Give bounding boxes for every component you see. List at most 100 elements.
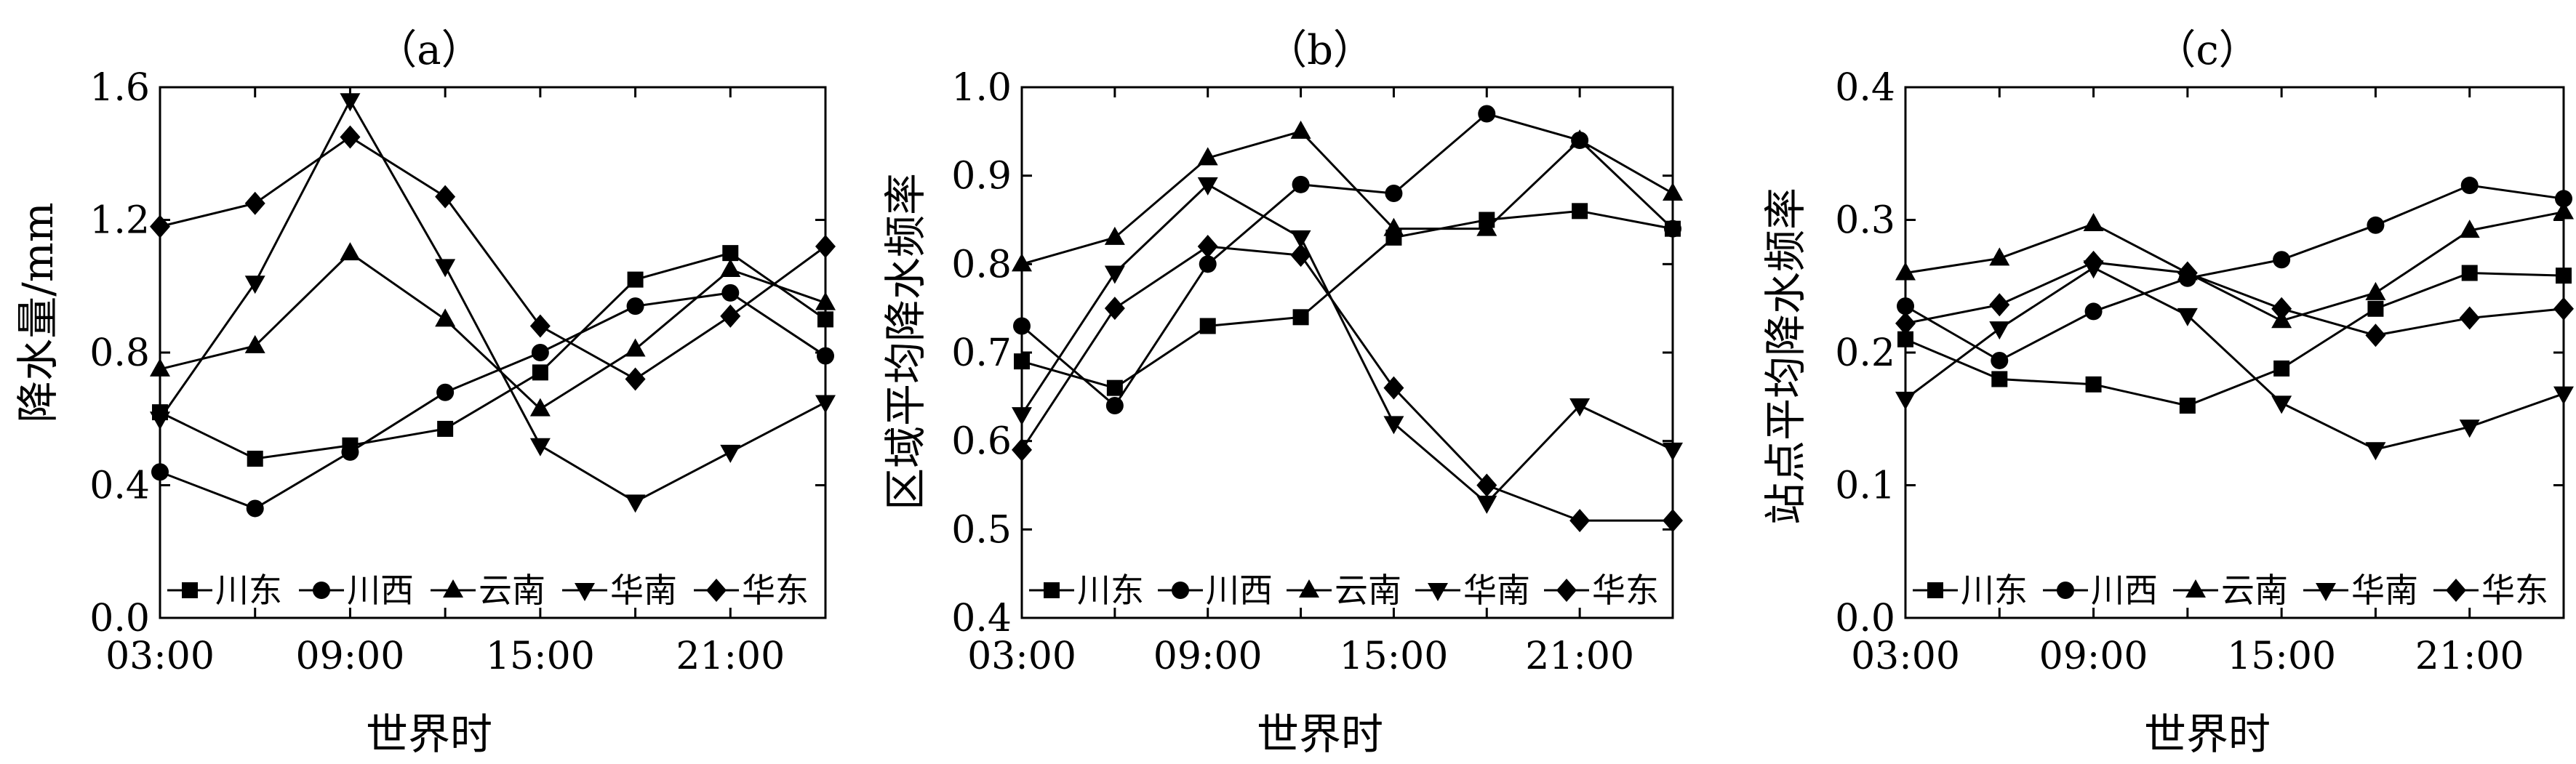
data-point — [625, 494, 646, 513]
data-point — [2273, 360, 2290, 377]
data-point — [1290, 244, 1311, 268]
legend-marker — [313, 582, 330, 599]
legend-label: 云南 — [2221, 571, 2288, 610]
data-point — [2084, 302, 2103, 321]
data-point — [1199, 318, 1216, 334]
x-tick-label-b: 03:00 — [967, 635, 1076, 678]
data-point — [2459, 419, 2480, 438]
y-tick-label-b: 0.5 — [951, 508, 1012, 552]
data-point — [1569, 129, 1591, 148]
series-a-1 — [151, 284, 834, 518]
legend-marker — [1299, 579, 1319, 598]
data-point — [150, 411, 170, 430]
data-point — [1104, 297, 1125, 321]
y-tick-label-b: 0.8 — [951, 243, 1012, 286]
panel-title-b: （b） — [1266, 27, 1374, 74]
series-line — [1905, 266, 2564, 451]
data-point — [817, 311, 833, 328]
data-point — [2461, 265, 2478, 281]
panel-title-a: （a） — [376, 27, 481, 74]
legend-label: 华东 — [1592, 571, 1659, 610]
data-point — [815, 395, 836, 414]
legend-label: 川东 — [1961, 571, 2028, 610]
x-tick-label-c: 21:00 — [2415, 635, 2524, 678]
data-point — [2367, 216, 2385, 234]
legend-label: 云南 — [1335, 571, 1401, 610]
data-point — [435, 308, 456, 327]
data-point — [2459, 306, 2480, 330]
data-point — [435, 185, 456, 209]
x-tick-label-c: 03:00 — [1851, 635, 1960, 678]
x-tick-label-a: 21:00 — [676, 635, 785, 678]
series-line — [159, 252, 826, 411]
data-point — [2271, 297, 2292, 321]
legend-marker — [575, 583, 595, 601]
data-point — [1897, 331, 1913, 347]
data-point — [1013, 317, 1031, 335]
x-tick-label-a: 09:00 — [295, 635, 404, 678]
data-point — [2083, 212, 2104, 231]
data-point — [1383, 376, 1404, 400]
data-point — [1895, 262, 1916, 281]
data-point — [1104, 226, 1125, 245]
data-point — [2273, 251, 2291, 269]
y-tick-label-b: 0.7 — [951, 331, 1012, 375]
data-point — [1895, 391, 1916, 410]
data-point — [2555, 190, 2572, 208]
data-point — [1989, 247, 2010, 266]
data-point — [437, 420, 454, 437]
series-line — [159, 135, 826, 381]
data-point — [2365, 323, 2386, 347]
legend-label: 云南 — [479, 571, 545, 610]
panel-title-c: （c） — [2155, 27, 2259, 74]
data-point — [1292, 175, 1310, 193]
y-axis-title-b: 区域平均降水频率 — [881, 173, 930, 510]
legend-a: 川东 川西 云南 华南 华东 — [167, 571, 809, 610]
y-tick-label-c: 0.2 — [1835, 331, 1895, 375]
legend-marker — [2446, 579, 2466, 602]
legend-marker — [2185, 579, 2206, 598]
data-point — [1569, 398, 1591, 417]
data-point — [340, 125, 361, 149]
data-point — [1385, 185, 1403, 202]
series-line — [1020, 245, 1673, 522]
data-point — [626, 297, 644, 315]
data-point — [627, 271, 644, 288]
data-point — [340, 93, 361, 112]
data-point — [150, 214, 170, 238]
legend-label: 华南 — [610, 571, 677, 610]
legend-label: 川西 — [1206, 571, 1273, 610]
series-line — [1020, 182, 1673, 504]
data-point — [1197, 177, 1218, 196]
y-tick-label-a: 0.8 — [89, 331, 150, 375]
y-tick-label-c: 0.3 — [1835, 199, 1895, 243]
data-point — [247, 451, 263, 467]
data-point — [244, 334, 265, 353]
series-line — [159, 252, 826, 460]
data-point — [2085, 376, 2102, 393]
data-point — [1991, 351, 2009, 369]
legend-label: 华东 — [2481, 571, 2548, 610]
data-point — [2365, 281, 2386, 300]
data-point — [341, 443, 359, 461]
data-point — [815, 235, 836, 258]
x-axis-title-c: 世界时 — [2144, 709, 2271, 759]
data-point — [2553, 201, 2574, 220]
legend-marker — [443, 579, 463, 598]
data-point — [2553, 386, 2574, 405]
data-point — [529, 314, 551, 338]
data-point — [1991, 371, 2008, 387]
legend-label: 华南 — [2351, 571, 2418, 610]
legend-marker — [1428, 583, 1448, 601]
series-c-0 — [1897, 265, 2572, 414]
plot-area-a: 0.0 0.4 0.8 1.2 1.6 03:00 09:00 15:00 21:00 川东 川西 云… — [89, 66, 836, 678]
data-point — [720, 258, 741, 277]
chart-panel-a: （a） 降水量/mm 世界时 — [13, 27, 492, 759]
data-point — [2553, 297, 2574, 321]
data-point — [2083, 250, 2104, 274]
data-point — [1105, 397, 1124, 414]
data-point — [436, 383, 455, 401]
legend-marker — [2316, 583, 2336, 601]
series-c-4 — [1895, 250, 2574, 347]
